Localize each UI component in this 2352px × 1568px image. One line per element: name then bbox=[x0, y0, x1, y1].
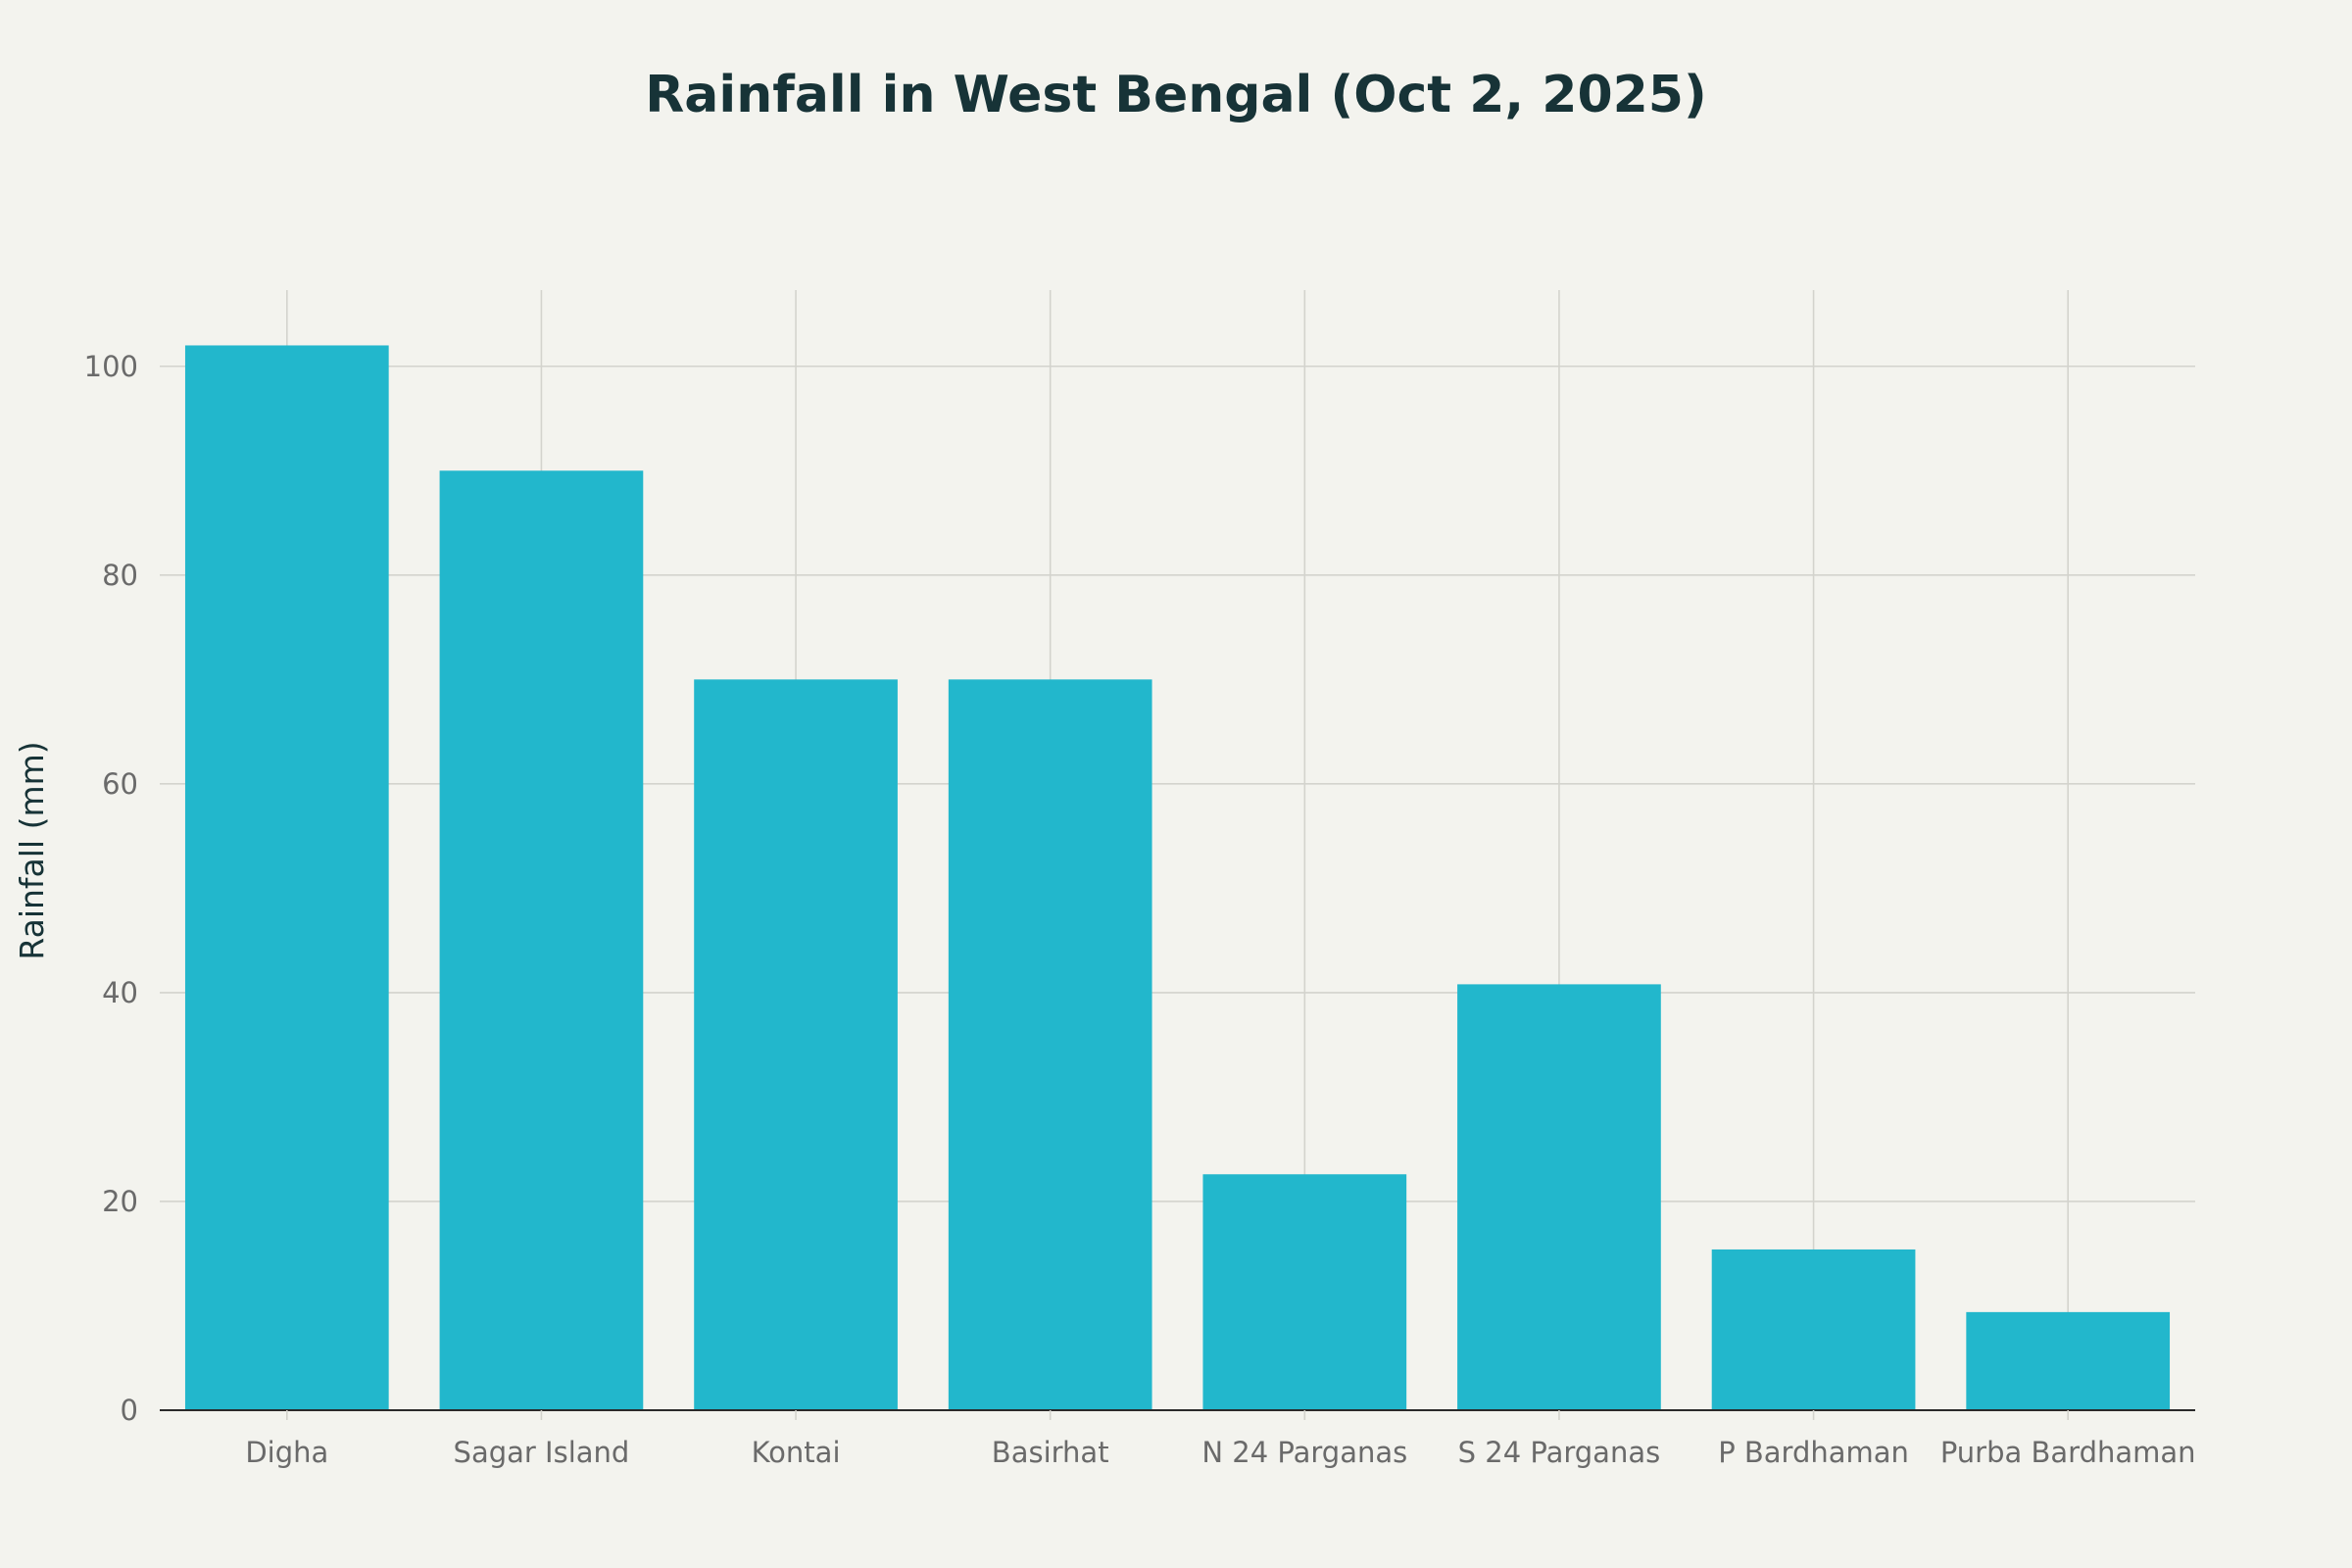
bar-purba-bardhaman bbox=[1966, 1311, 2171, 1410]
x-tick-label: S 24 Parganas bbox=[1458, 1436, 1661, 1469]
ticks-layer: 0 20 40 60 80 100 Digha Sagar Island Kontai Basir… bbox=[84, 350, 2196, 1469]
bar-kontai bbox=[694, 679, 898, 1410]
bar-n-24-parganas bbox=[1202, 1174, 1407, 1410]
y-tick-label: 20 bbox=[102, 1185, 138, 1218]
x-tick-label: Kontai bbox=[752, 1436, 841, 1469]
x-tick-label: P Bardhaman bbox=[1718, 1436, 1909, 1469]
y-tick-label: 60 bbox=[102, 767, 138, 801]
x-tick-label: Basirhat bbox=[992, 1436, 1109, 1469]
bar-sagar-island bbox=[439, 470, 644, 1410]
x-tick-label: Digha bbox=[245, 1436, 328, 1469]
bar-basirhat bbox=[948, 679, 1152, 1410]
x-tick-label: Sagar Island bbox=[454, 1436, 630, 1469]
y-tick-label: 80 bbox=[102, 559, 138, 592]
chart-title: Rainfall in West Bengal (Oct 2, 2025) bbox=[645, 66, 1707, 124]
x-tick-label: N 24 Parganas bbox=[1201, 1436, 1407, 1469]
bar-s-24-parganas bbox=[1457, 984, 1661, 1410]
y-tick-label: 40 bbox=[102, 976, 138, 1009]
y-tick-label: 0 bbox=[121, 1394, 138, 1427]
x-tick-label: Purba Bardhaman bbox=[1940, 1436, 2196, 1469]
y-axis-label: Rainfall (mm) bbox=[13, 741, 51, 959]
bar-p-bardhaman bbox=[1711, 1249, 1916, 1410]
y-tick-label: 100 bbox=[84, 350, 138, 383]
bars-layer bbox=[184, 345, 2171, 1411]
bar-digha bbox=[184, 345, 389, 1411]
